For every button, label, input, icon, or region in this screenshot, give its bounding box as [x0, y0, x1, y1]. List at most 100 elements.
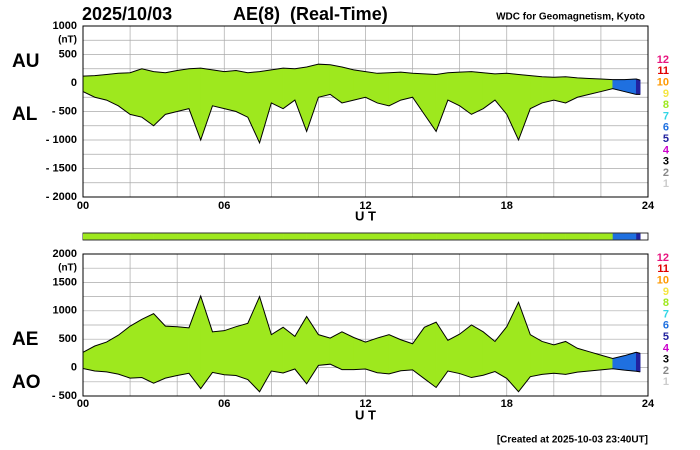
band-segment	[282, 326, 296, 374]
band-segment	[471, 71, 484, 115]
band-segment	[153, 71, 166, 127]
series-line	[82, 294, 641, 360]
band-segment	[94, 74, 107, 101]
y-tick-label: 1000	[53, 20, 77, 32]
status-bar-segment	[483, 233, 496, 240]
band-segment	[482, 331, 496, 376]
band-segment	[235, 70, 249, 118]
status-bar-segment	[106, 233, 119, 240]
status-bar-segment	[542, 233, 555, 240]
status-bar-segment	[459, 233, 472, 240]
status-bar-segment	[94, 233, 107, 240]
status-bar-segment	[624, 233, 637, 240]
x-tick-label: 18	[501, 200, 513, 212]
station-legend-label: 12	[657, 54, 669, 66]
band-segment	[553, 341, 566, 375]
status-bar-segment	[636, 233, 641, 240]
status-bar-segment	[612, 233, 625, 240]
status-bar-segment	[553, 233, 566, 240]
status-bar-segment	[341, 233, 355, 240]
station-legend-label: 2	[663, 365, 669, 377]
source: WDC for Geomagnetism, Kyoto	[496, 12, 645, 23]
status-bar-segment	[118, 233, 131, 240]
band-segment	[165, 325, 178, 379]
band-segment	[247, 71, 260, 143]
band-segment	[176, 68, 190, 112]
band-segment	[129, 68, 143, 118]
band-segment	[553, 76, 566, 104]
band-segment	[459, 71, 472, 115]
band-segment	[435, 72, 449, 132]
band-segment	[565, 76, 578, 104]
y-tick-label: - 1500	[46, 162, 77, 174]
band-segment	[200, 67, 213, 141]
band-segment	[506, 302, 519, 393]
x-tick-label: 00	[77, 200, 89, 212]
x-tick-label: 24	[642, 200, 655, 212]
status-bar-segment	[471, 233, 484, 240]
y-tick-label: - 500	[52, 105, 77, 117]
x-tick-label: 12	[359, 200, 371, 212]
band-segment	[118, 72, 131, 115]
station-legend-label: 8	[663, 297, 669, 309]
band-segment	[341, 331, 354, 370]
station-legend-label: 4	[663, 342, 670, 354]
band-segment	[377, 334, 390, 375]
footer: [Created at 2025-10-03 23:40UT]	[497, 435, 648, 446]
status-bar-segment	[389, 233, 402, 240]
station-legend-label: 3	[663, 354, 669, 366]
station-legend-label: 10	[657, 275, 669, 287]
y-tick-label: 1500	[53, 276, 77, 288]
band-segment	[271, 67, 284, 110]
band-segment	[353, 337, 366, 370]
status-bar-segment	[177, 233, 190, 240]
band-segment	[353, 69, 366, 101]
status-bar-segment	[506, 233, 519, 240]
x-tick-label: 24	[642, 398, 655, 410]
status-bar-segment	[188, 233, 202, 240]
status-bar-segment	[518, 233, 531, 240]
plot-frame	[82, 25, 649, 198]
band-segment	[259, 69, 272, 143]
series-line	[82, 63, 641, 81]
station-legend-label: 7	[663, 308, 669, 320]
station-legend-label: 9	[663, 88, 669, 100]
x-axis-label: U T	[355, 407, 376, 422]
band-segment	[235, 322, 249, 380]
status-bar-segment	[247, 233, 260, 240]
status-bar-segment	[294, 233, 307, 240]
status-bar-segment	[224, 233, 237, 240]
x-tick-label: 12	[359, 398, 371, 410]
band-segment	[94, 341, 107, 373]
band-segment	[447, 333, 460, 374]
station-legend-label: 5	[663, 133, 669, 145]
date: 2025/10/03	[82, 4, 172, 24]
status-bar-segment	[600, 233, 613, 240]
band-segment	[141, 313, 154, 384]
status-bar-segment	[283, 233, 296, 240]
series-name: AU	[12, 51, 39, 72]
x-tick-label: 06	[218, 200, 230, 212]
band-segment	[129, 318, 143, 379]
x-tick-label: 06	[218, 398, 230, 410]
station-legend-label: 5	[663, 331, 669, 343]
status-bar-segment	[424, 233, 437, 240]
band-segment	[341, 66, 354, 104]
band-segment	[635, 351, 641, 373]
y-tick-label: 2000	[53, 248, 77, 260]
status-bar-segment	[589, 233, 602, 240]
band-segment	[212, 69, 225, 109]
status-bar-segment	[530, 233, 543, 240]
status-bar-segment	[212, 233, 225, 240]
x-tick-label: 00	[77, 398, 89, 410]
band-segment	[188, 295, 201, 390]
series-line	[82, 88, 641, 145]
band-segment	[482, 72, 496, 110]
y-tick-label: 500	[59, 48, 77, 60]
station-legend-label: 3	[663, 156, 669, 168]
band-segment	[412, 73, 425, 116]
station-legend-label: 6	[663, 320, 669, 332]
band-segment	[400, 71, 413, 101]
y-tick-label: 0	[71, 362, 77, 374]
station-legend-label: 10	[657, 77, 669, 89]
